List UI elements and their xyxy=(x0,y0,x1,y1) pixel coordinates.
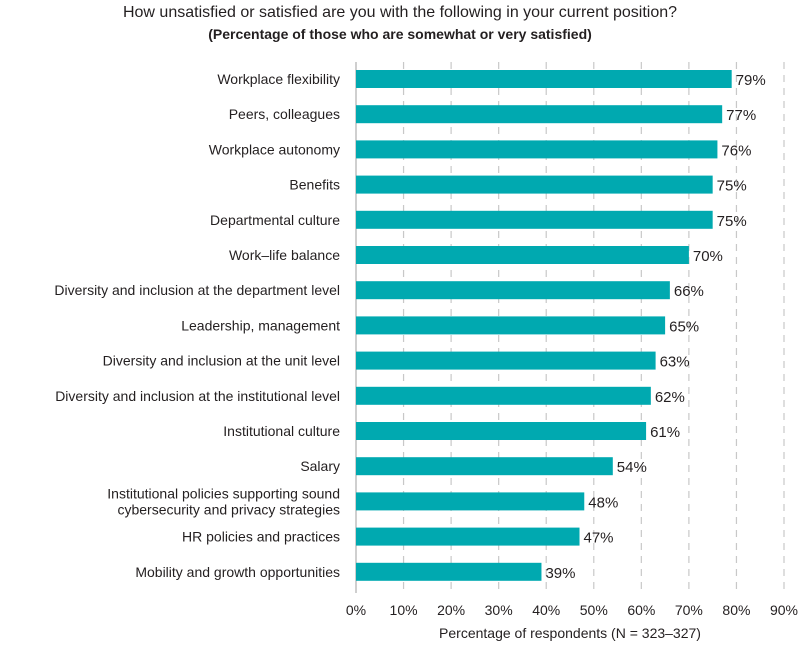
bar xyxy=(356,492,585,511)
category-label-line: cybersecurity and privacy strategies xyxy=(117,501,340,517)
value-label: 39% xyxy=(545,565,575,582)
bar xyxy=(356,386,651,405)
category-label-line: Institutional policies supporting sound xyxy=(107,485,340,501)
bar xyxy=(356,210,713,229)
value-label: 76% xyxy=(721,142,751,159)
category-label: Diversity and inclusion at the instituti… xyxy=(55,388,340,404)
category-label: Departmental culture xyxy=(210,212,340,228)
x-axis-title: Percentage of respondents (N = 323–327) xyxy=(439,625,701,641)
chart-subtitle: (Percentage of those who are somewhat or… xyxy=(208,26,592,42)
category-label: Institutional culture xyxy=(223,423,340,439)
x-tick-label: 60% xyxy=(627,602,655,618)
category-label: Workplace flexibility xyxy=(217,71,340,87)
category-label: HR policies and practices xyxy=(182,529,340,545)
value-label: 66% xyxy=(674,283,704,300)
bar xyxy=(356,70,732,88)
bar xyxy=(356,105,723,124)
x-tick-label: 70% xyxy=(675,602,703,618)
value-label: 75% xyxy=(717,178,747,195)
category-label: Mobility and growth opportunities xyxy=(135,564,340,580)
bar xyxy=(356,175,713,194)
x-tick-label: 50% xyxy=(580,602,608,618)
value-label: 77% xyxy=(726,107,756,124)
x-tick-label: 80% xyxy=(722,602,750,618)
value-label: 47% xyxy=(584,530,614,547)
x-tick-label: 40% xyxy=(532,602,560,618)
bar xyxy=(356,562,542,581)
bar xyxy=(356,351,656,370)
chart-title: How unsatisfied or satisfied are you wit… xyxy=(122,4,678,21)
category-label: Leadership, management xyxy=(181,317,340,333)
category-label: Salary xyxy=(300,458,340,474)
value-label: 62% xyxy=(655,389,685,406)
category-label: Institutional policies supporting sound c… xyxy=(107,485,340,517)
value-label: 54% xyxy=(617,459,647,476)
bar xyxy=(356,140,718,159)
category-label: Peers, colleagues xyxy=(229,106,340,122)
value-label: 75% xyxy=(717,213,747,230)
bar xyxy=(356,422,647,440)
bar xyxy=(356,246,689,264)
x-tick-label: 0% xyxy=(346,602,366,618)
category-label: Workplace autonomy xyxy=(209,141,340,157)
value-label: 65% xyxy=(669,318,699,335)
x-tick-label: 30% xyxy=(485,602,513,618)
category-label: Work–life balance xyxy=(229,247,340,263)
value-label: 63% xyxy=(660,354,690,371)
value-label: 61% xyxy=(650,424,680,441)
bar xyxy=(356,316,666,335)
category-label: Diversity and inclusion at the departmen… xyxy=(54,282,340,298)
x-tick-label: 10% xyxy=(390,602,418,618)
bar xyxy=(356,457,613,476)
value-label: 48% xyxy=(588,494,618,511)
x-tick-label: 20% xyxy=(437,602,465,618)
bar xyxy=(356,527,580,546)
value-label: 70% xyxy=(693,248,723,265)
bar xyxy=(356,281,670,300)
x-tick-label: 90% xyxy=(770,602,798,618)
category-label: Benefits xyxy=(289,177,340,193)
category-label: Diversity and inclusion at the unit leve… xyxy=(103,353,340,369)
value-label: 79% xyxy=(736,72,766,89)
